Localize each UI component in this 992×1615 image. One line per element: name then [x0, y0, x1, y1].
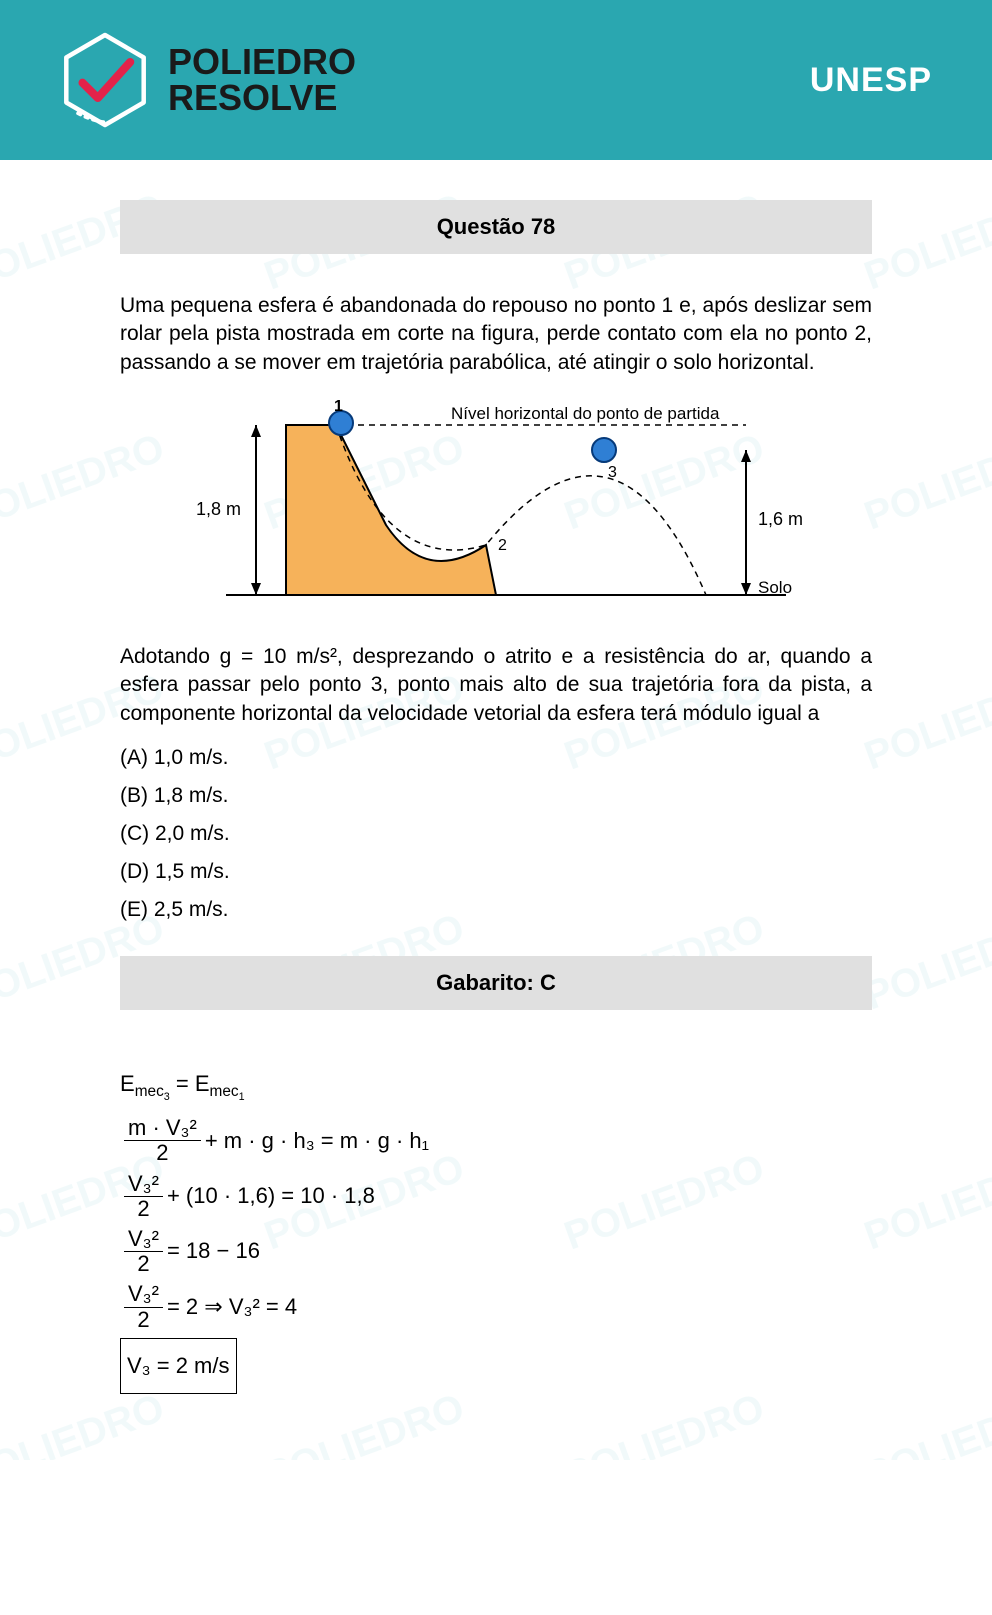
options-list: (A) 1,0 m/s. (B) 1,8 m/s. (C) 2,0 m/s. (…	[120, 746, 872, 922]
option-b: (B) 1,8 m/s.	[120, 784, 872, 808]
solution-line-5: V₃²2 = 2 ⇒ V₃² = 4	[120, 1282, 872, 1331]
brand-logo-icon	[60, 30, 150, 130]
brand: POLIEDRO RESOLVE	[60, 30, 356, 130]
solution-block: Emec3 = Emec1 m · V₃²2 + m · g · h₃ = m …	[120, 1060, 872, 1394]
svg-text:Solo: Solo	[758, 578, 792, 597]
solution-line-3: V₃²2 + (10 · 1,6) = 10 · 1,8	[120, 1172, 872, 1221]
solution-line-6: V₃ = 2 m/s	[120, 1338, 872, 1394]
content: Questão 78 Uma pequena esfera é abandona…	[0, 160, 992, 1460]
brand-line1: POLIEDRO	[168, 44, 356, 80]
solution-line-2: m · V₃²2 + m · g · h₃ = m · g · h₁	[120, 1116, 872, 1165]
question-paragraph-2: Adotando g = 10 m/s², desprezando o atri…	[120, 643, 872, 728]
answer-header: Gabarito: C	[120, 956, 872, 1010]
question-paragraph-1: Uma pequena esfera é abandonada do repou…	[120, 292, 872, 377]
brand-line2: RESOLVE	[168, 80, 356, 116]
option-c: (C) 2,0 m/s.	[120, 822, 872, 846]
svg-text:1: 1	[334, 398, 343, 415]
exam-name: UNESP	[810, 61, 932, 100]
solution-line-4: V₃²2 = 18 − 16	[120, 1227, 872, 1276]
question-figure: 1,8 m Nível horizontal do ponto de parti…	[120, 395, 872, 625]
svg-text:2: 2	[498, 537, 507, 554]
svg-text:3: 3	[608, 464, 617, 481]
option-e: (E) 2,5 m/s.	[120, 898, 872, 922]
fig-h1: 1,8 m	[196, 499, 241, 519]
option-d: (D) 1,5 m/s.	[120, 860, 872, 884]
page-header: POLIEDRO RESOLVE UNESP	[0, 0, 992, 160]
question-title: Questão 78	[120, 200, 872, 254]
brand-text: POLIEDRO RESOLVE	[168, 44, 356, 116]
solution-line-1: Emec3 = Emec1	[120, 1060, 872, 1110]
option-a: (A) 1,0 m/s.	[120, 746, 872, 770]
svg-text:1,6 m: 1,6 m	[758, 509, 803, 529]
fig-level-label: Nível horizontal do ponto de partida	[451, 404, 720, 423]
